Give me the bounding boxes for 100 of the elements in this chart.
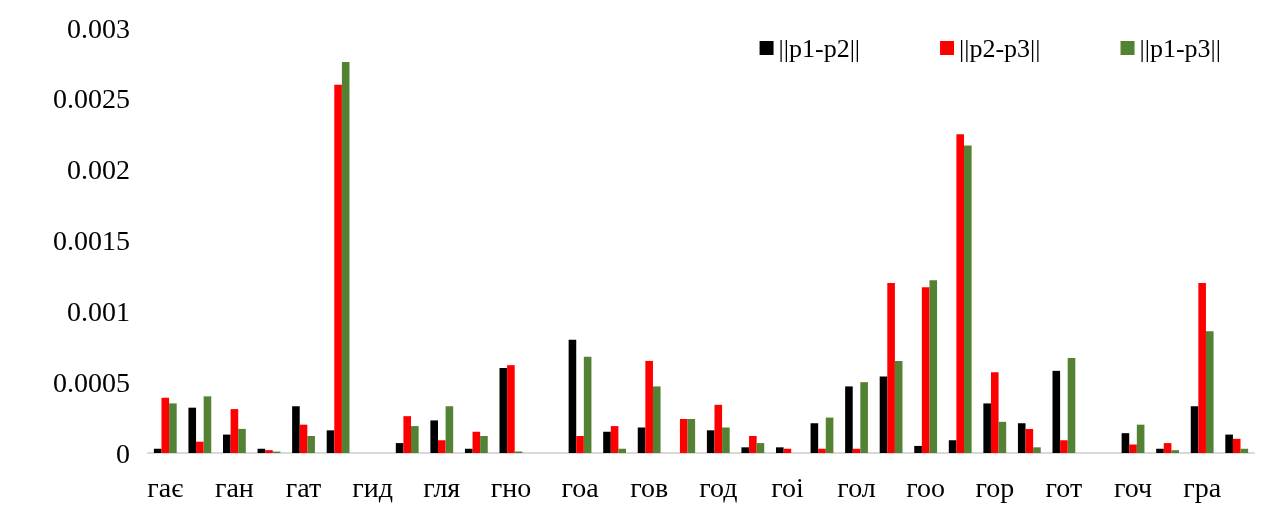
- bar: [749, 436, 757, 453]
- bar: [203, 396, 212, 453]
- bar: [1171, 450, 1179, 453]
- bar: [714, 404, 723, 453]
- bar: [430, 420, 438, 453]
- x-tick-label: гор: [975, 471, 1015, 503]
- bar: [265, 450, 273, 453]
- bar: [583, 356, 592, 453]
- bar: [169, 403, 177, 453]
- bar: [292, 406, 300, 453]
- bar: [887, 283, 895, 453]
- bar: [983, 403, 991, 453]
- x-tick-label: ган: [214, 471, 254, 503]
- bar: [860, 382, 868, 453]
- bar: [618, 448, 626, 453]
- bar: [1121, 433, 1130, 453]
- bar: [188, 407, 197, 453]
- bar: [929, 280, 938, 453]
- bar: [411, 426, 419, 453]
- bar: [652, 386, 661, 453]
- x-tick-label: гол: [837, 471, 876, 503]
- bar: [1033, 447, 1041, 453]
- bar: [1025, 428, 1034, 453]
- bar: [1163, 443, 1172, 453]
- bar: [341, 62, 350, 453]
- bar: [810, 423, 819, 453]
- bar: [437, 440, 446, 453]
- bar: [499, 368, 508, 453]
- bar: [818, 448, 826, 453]
- bar: [480, 436, 488, 453]
- bar: [326, 430, 335, 453]
- bar: [1052, 370, 1061, 453]
- x-tick-label: гоо: [906, 471, 946, 503]
- bar: [395, 443, 404, 453]
- bar: [472, 431, 481, 453]
- y-tick-label: 0.003: [67, 12, 130, 44]
- bar: [645, 360, 653, 453]
- bar: [161, 397, 170, 453]
- x-tick-label: гов: [630, 471, 669, 503]
- y-tick-label: 0.002: [67, 154, 130, 186]
- y-tick-label: 0.0005: [53, 366, 130, 398]
- x-tick-label: гає: [147, 471, 184, 503]
- y-tick-label: 0: [116, 437, 130, 469]
- bar: [879, 376, 888, 453]
- x-tick-label: гоч: [1113, 471, 1153, 503]
- bar: [948, 440, 957, 453]
- bar: [776, 447, 784, 453]
- bar: [576, 436, 584, 453]
- bar: [1198, 283, 1206, 453]
- bar: [914, 445, 922, 453]
- bar: [334, 84, 342, 453]
- bar: [1225, 434, 1233, 453]
- bar: [1129, 444, 1137, 453]
- x-tick-label: гра: [1183, 471, 1222, 503]
- bar: [1232, 438, 1241, 453]
- x-tick-label: гля: [423, 471, 461, 503]
- legend-label: ||p1-p3||: [1139, 33, 1222, 63]
- bar: [722, 427, 730, 453]
- bar: [956, 134, 965, 453]
- bar: [464, 448, 473, 453]
- bar: [637, 427, 646, 453]
- bar: [1136, 424, 1145, 453]
- bar: [845, 386, 853, 453]
- bar: [998, 421, 1007, 453]
- bar: [1060, 440, 1068, 453]
- legend-label: ||p1-p2||: [778, 33, 861, 63]
- x-tick-label: гоа: [561, 471, 600, 503]
- x-tick-label: гат: [285, 471, 322, 503]
- y-tick-label: 0.001: [67, 295, 130, 327]
- bar: [403, 416, 412, 453]
- bar: [687, 419, 696, 453]
- bar: [1017, 423, 1026, 453]
- bar: [921, 287, 930, 453]
- y-tick-label: 0.0015: [53, 225, 130, 256]
- x-tick-label: год: [699, 471, 738, 503]
- bar: [964, 145, 972, 453]
- bar: [894, 360, 903, 453]
- bar: [507, 365, 515, 453]
- bar: [1190, 406, 1199, 453]
- bar: [990, 372, 999, 453]
- x-tick-label: гоі: [771, 471, 804, 503]
- bar: [196, 441, 204, 453]
- bar: [223, 434, 231, 453]
- bar: [741, 447, 750, 453]
- bar: [756, 443, 765, 453]
- bar: [445, 406, 454, 453]
- y-tick-label: 0.0025: [53, 83, 130, 115]
- x-tick-label: гот: [1045, 471, 1083, 503]
- x-tick-label: гид: [352, 471, 394, 503]
- bar: [1205, 331, 1214, 453]
- bar: [1067, 358, 1076, 453]
- bar: [568, 339, 577, 453]
- bar: [603, 431, 611, 453]
- bar: [679, 419, 688, 453]
- legend-label: ||p2-p3||: [959, 33, 1041, 63]
- bar: [307, 436, 315, 453]
- bar: [1156, 448, 1164, 453]
- x-tick-label: гно: [490, 471, 532, 503]
- bar: [230, 409, 239, 453]
- bar: [706, 430, 715, 453]
